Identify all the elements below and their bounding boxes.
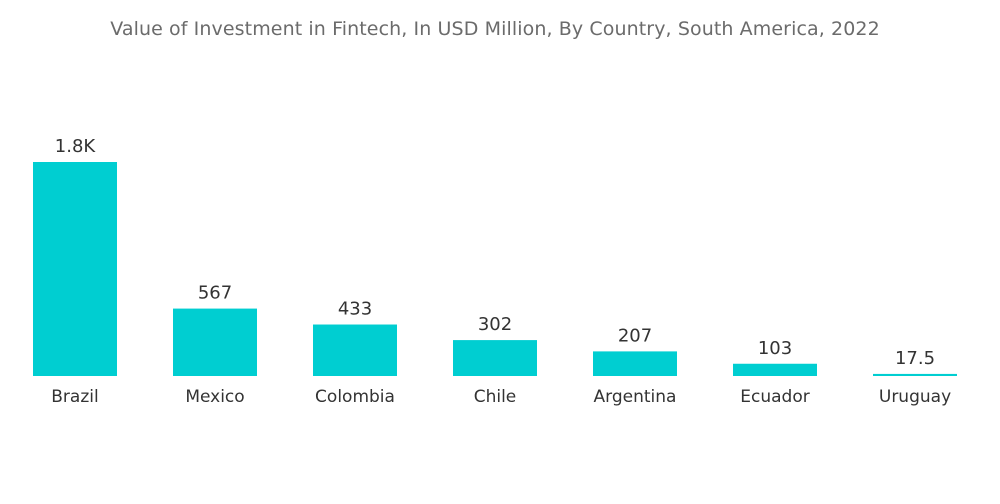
bar-argentina [593,351,677,376]
data-label-argentina: 207 [618,325,652,346]
bar-uruguay [873,373,957,376]
chart-title: Value of Investment in Fintech, In USD M… [110,18,880,40]
data-label-chile: 302 [478,314,512,335]
data-label-ecuador: 103 [758,338,792,359]
data-label-brazil: 1.8K [55,136,97,157]
x-tick-label-uruguay: Uruguay [879,387,951,407]
x-tick-label-chile: Chile [474,387,517,407]
x-tick-label-argentina: Argentina [594,387,677,407]
x-tick-label-colombia: Colombia [315,387,395,407]
x-tick-label-ecuador: Ecuador [740,387,809,407]
bar-brazil [33,162,117,376]
bar-mexico [173,308,257,376]
x-tick-label-brazil: Brazil [51,387,98,407]
bar-colombia [313,324,397,376]
data-label-mexico: 567 [198,283,232,304]
bar-ecuador [733,363,817,376]
data-label-colombia: 433 [338,299,372,320]
x-tick-label-mexico: Mexico [185,387,244,407]
data-label-uruguay: 17.5 [895,348,935,369]
bar-chile [453,340,537,376]
